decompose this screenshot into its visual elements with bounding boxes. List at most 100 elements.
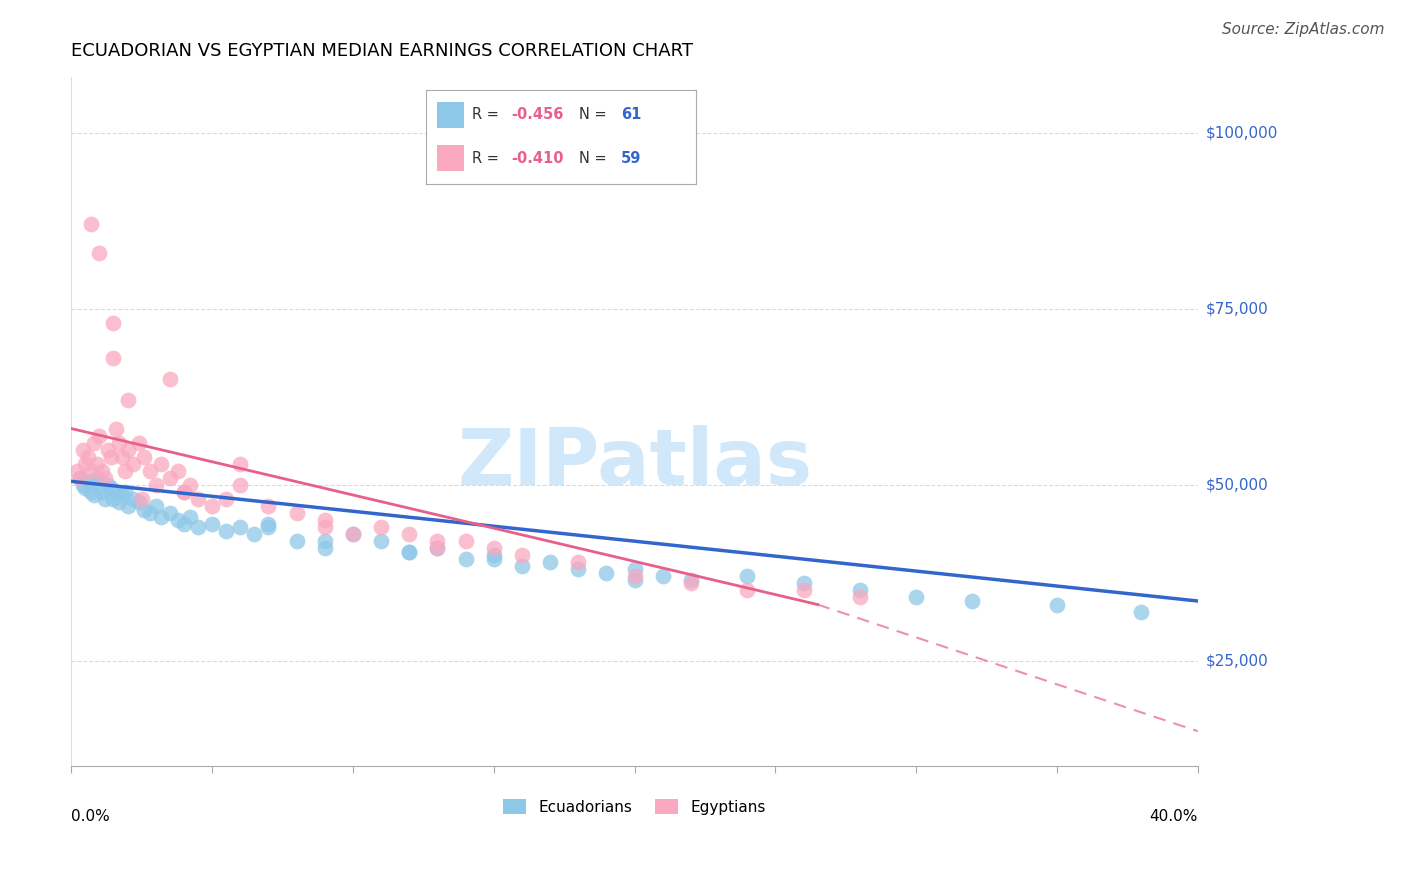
Ecuadorians bbox=[128, 495, 150, 509]
Egyptians bbox=[89, 428, 111, 442]
Egyptians bbox=[66, 464, 89, 478]
Ecuadorians bbox=[510, 558, 533, 573]
Egyptians bbox=[105, 421, 128, 435]
Egyptians bbox=[623, 569, 645, 583]
Ecuadorians bbox=[243, 527, 266, 541]
Egyptians bbox=[108, 435, 131, 450]
Egyptians bbox=[159, 471, 181, 485]
Ecuadorians bbox=[398, 545, 420, 559]
Text: $75,000: $75,000 bbox=[1206, 301, 1268, 317]
Egyptians bbox=[117, 393, 139, 408]
Egyptians bbox=[134, 450, 156, 464]
Ecuadorians bbox=[482, 551, 505, 566]
Ecuadorians bbox=[122, 491, 145, 506]
Egyptians bbox=[128, 435, 150, 450]
Egyptians bbox=[77, 450, 100, 464]
Ecuadorians bbox=[150, 509, 173, 524]
Egyptians bbox=[131, 491, 153, 506]
Ecuadorians bbox=[75, 482, 97, 496]
Egyptians bbox=[89, 245, 111, 260]
Ecuadorians bbox=[167, 513, 190, 527]
Egyptians bbox=[229, 457, 252, 471]
Ecuadorians bbox=[849, 583, 872, 598]
Egyptians bbox=[103, 316, 125, 330]
Ecuadorians bbox=[139, 506, 162, 520]
Ecuadorians bbox=[86, 471, 108, 485]
Ecuadorians bbox=[538, 555, 561, 569]
Egyptians bbox=[111, 450, 134, 464]
Text: 0.0%: 0.0% bbox=[72, 809, 110, 823]
Text: Source: ZipAtlas.com: Source: ZipAtlas.com bbox=[1222, 22, 1385, 37]
Ecuadorians bbox=[108, 495, 131, 509]
Egyptians bbox=[173, 484, 195, 499]
Egyptians bbox=[342, 527, 364, 541]
Ecuadorians bbox=[114, 484, 136, 499]
Ecuadorians bbox=[623, 562, 645, 576]
Egyptians bbox=[454, 534, 477, 549]
Egyptians bbox=[567, 555, 589, 569]
Ecuadorians bbox=[134, 502, 156, 516]
Egyptians bbox=[735, 583, 758, 598]
Ecuadorians bbox=[111, 488, 134, 502]
Ecuadorians bbox=[179, 509, 201, 524]
Ecuadorians bbox=[257, 516, 280, 531]
Text: 40.0%: 40.0% bbox=[1150, 809, 1198, 823]
Egyptians bbox=[150, 457, 173, 471]
Ecuadorians bbox=[80, 484, 103, 499]
Ecuadorians bbox=[94, 491, 117, 506]
Egyptians bbox=[849, 591, 872, 605]
Egyptians bbox=[167, 464, 190, 478]
Egyptians bbox=[94, 471, 117, 485]
Ecuadorians bbox=[426, 541, 449, 556]
Egyptians bbox=[229, 478, 252, 492]
Egyptians bbox=[145, 478, 167, 492]
Ecuadorians bbox=[792, 576, 814, 591]
Ecuadorians bbox=[1130, 605, 1153, 619]
Text: ZIPatlas: ZIPatlas bbox=[457, 425, 813, 501]
Ecuadorians bbox=[1046, 598, 1069, 612]
Text: ECUADORIAN VS EGYPTIAN MEDIAN EARNINGS CORRELATION CHART: ECUADORIAN VS EGYPTIAN MEDIAN EARNINGS C… bbox=[72, 42, 693, 60]
Egyptians bbox=[314, 520, 336, 534]
Egyptians bbox=[398, 527, 420, 541]
Ecuadorians bbox=[623, 573, 645, 587]
Egyptians bbox=[97, 442, 120, 457]
Egyptians bbox=[100, 450, 122, 464]
Ecuadorians bbox=[454, 551, 477, 566]
Egyptians bbox=[103, 351, 125, 366]
Ecuadorians bbox=[229, 520, 252, 534]
Ecuadorians bbox=[105, 484, 128, 499]
Ecuadorians bbox=[962, 594, 984, 608]
Ecuadorians bbox=[187, 520, 209, 534]
Egyptians bbox=[426, 534, 449, 549]
Ecuadorians bbox=[69, 471, 91, 485]
Egyptians bbox=[72, 442, 94, 457]
Ecuadorians bbox=[342, 527, 364, 541]
Ecuadorians bbox=[77, 475, 100, 489]
Egyptians bbox=[91, 464, 114, 478]
Ecuadorians bbox=[159, 506, 181, 520]
Egyptians bbox=[173, 484, 195, 499]
Egyptians bbox=[792, 583, 814, 598]
Egyptians bbox=[83, 435, 105, 450]
Ecuadorians bbox=[257, 520, 280, 534]
Legend: Ecuadorians, Egyptians: Ecuadorians, Egyptians bbox=[498, 793, 772, 821]
Ecuadorians bbox=[72, 478, 94, 492]
Ecuadorians bbox=[370, 534, 392, 549]
Ecuadorians bbox=[100, 482, 122, 496]
Ecuadorians bbox=[314, 534, 336, 549]
Egyptians bbox=[75, 457, 97, 471]
Egyptians bbox=[179, 478, 201, 492]
Ecuadorians bbox=[482, 548, 505, 562]
Egyptians bbox=[69, 471, 91, 485]
Egyptians bbox=[80, 218, 103, 232]
Egyptians bbox=[285, 506, 308, 520]
Ecuadorians bbox=[117, 499, 139, 513]
Egyptians bbox=[80, 464, 103, 478]
Ecuadorians bbox=[97, 478, 120, 492]
Egyptians bbox=[122, 457, 145, 471]
Ecuadorians bbox=[595, 566, 617, 580]
Ecuadorians bbox=[398, 545, 420, 559]
Ecuadorians bbox=[905, 591, 928, 605]
Egyptians bbox=[314, 513, 336, 527]
Egyptians bbox=[370, 520, 392, 534]
